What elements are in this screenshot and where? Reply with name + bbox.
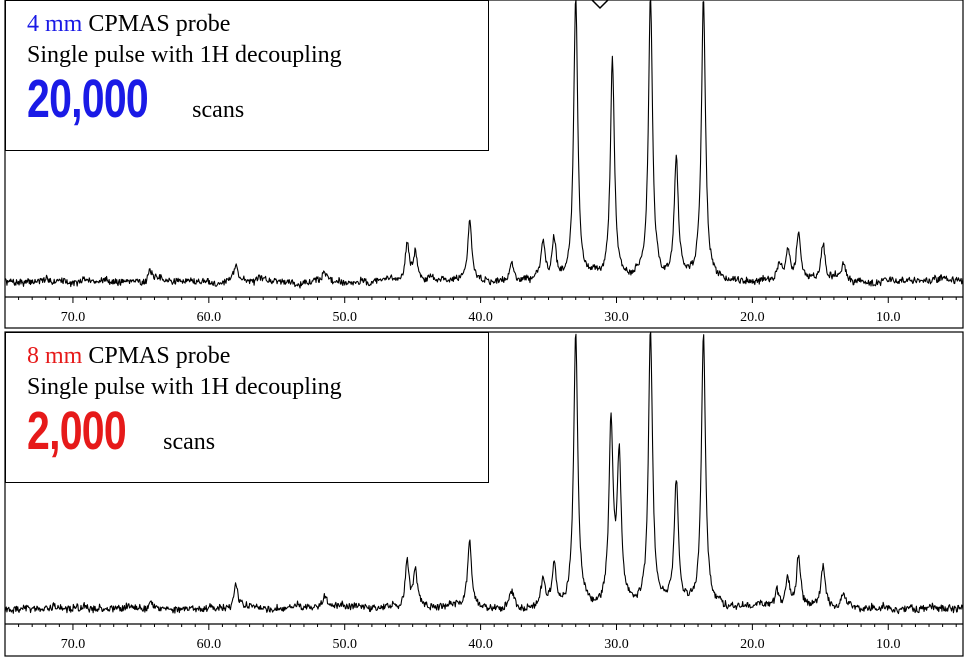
x-tick-label: 20.0 [740,637,765,652]
probe-size: 4 mm [27,11,83,37]
x-tick-label: 70.0 [61,637,86,652]
x-tick-label: 40.0 [468,310,493,325]
probe-name: CPMAS probe [82,11,231,37]
scan-line: 2,000 scans [27,401,488,461]
x-tick-label: 20.0 [740,310,765,325]
probe-size: 8 mm [27,343,83,369]
scan-count: 20,000 [27,69,149,129]
x-tick-label: 50.0 [332,637,357,652]
spectrum-trace [4,0,964,289]
probe-line: 4 mm CPMAS probe [27,9,488,40]
x-tick-label: 70.0 [61,310,86,325]
plot-frame [4,0,964,329]
probe-line: 8 mm CPMAS probe [27,341,488,372]
scan-count: 2,000 [27,401,127,461]
x-tick-label: 50.0 [332,310,357,325]
pulse-sequence: Single pulse with 1H decoupling [27,42,342,68]
probe-label-8mm: 8 mm CPMAS probe Single pulse with 1H de… [5,332,489,483]
x-tick-label: 10.0 [876,310,901,325]
peak-point [779,267,780,268]
x-tick-label: 30.0 [604,310,629,325]
spectrum-panel-4mm: 70.0 60.0 50.0 40.0 30.0 20.0 10.0 [4,0,964,329]
probe-name: CPMAS probe [82,343,231,369]
x-tick-label: 10.0 [876,637,901,652]
x-tick-label: 40.0 [468,637,493,652]
scan-word: scans [186,97,245,123]
probe-label-4mm: 4 mm CPMAS probe Single pulse with 1H de… [5,0,489,151]
peak-point [150,598,151,599]
x-tick-label: 60.0 [197,310,222,325]
scan-line: 20,000 scans [27,69,488,129]
x-tick-label: 30.0 [604,637,629,652]
pulse-sequence: Single pulse with 1H decoupling [27,374,342,400]
peak-pointer-arrow [591,0,609,10]
spectrum-panel-8mm: 70.0 60.0 50.0 40.0 30.0 20.0 10.0 [4,331,964,657]
x-tick-label: 60.0 [197,637,222,652]
scan-word: scans [157,429,216,455]
spectrum-trace [4,331,964,615]
